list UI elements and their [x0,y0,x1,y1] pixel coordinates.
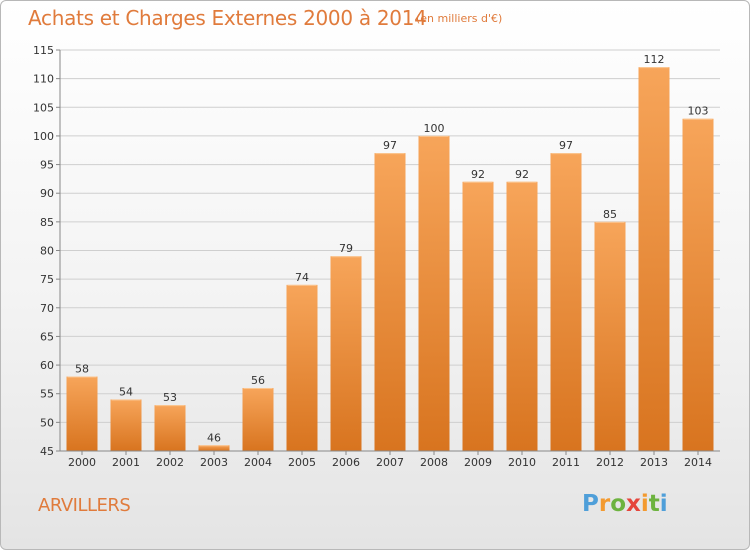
data-label: 79 [339,242,353,255]
y-tick-label: 75 [40,273,54,286]
chart-subtitle: (en milliers d'€) [416,12,503,25]
chart-title: Achats et Charges Externes 2000 à 2014 [28,6,427,30]
data-label: 85 [603,208,617,221]
logo-letter: o [610,491,627,517]
y-tick-label: 80 [40,245,54,258]
y-tick-label: 85 [40,216,54,229]
data-label: 100 [424,122,445,135]
x-tick-label: 2012 [596,456,624,469]
bar [594,221,626,451]
bar [638,67,670,451]
logo-letter: r [598,491,611,517]
y-tick-label: 60 [40,359,54,372]
bar [66,376,98,451]
x-tick-label: 2014 [684,456,712,469]
x-tick-label: 2009 [464,456,492,469]
data-label: 54 [119,385,133,398]
x-tick-label: 2000 [68,456,96,469]
logo-letter: i [640,491,649,517]
logo-letter: i [659,491,668,517]
y-tick-label: 105 [33,101,54,114]
data-label: 92 [471,168,485,181]
x-tick-label: 2001 [112,456,140,469]
bar [682,118,714,451]
x-tick-label: 2003 [200,456,228,469]
bar [550,153,582,451]
x-tick-label: 2011 [552,456,580,469]
y-tick-label: 115 [33,44,54,57]
x-tick-label: 2013 [640,456,668,469]
data-label: 58 [75,363,89,376]
y-tick-label: 65 [40,330,54,343]
bar [286,284,318,451]
data-label: 53 [163,391,177,404]
x-tick-label: 2004 [244,456,272,469]
x-tick-label: 2005 [288,456,316,469]
data-label: 97 [383,139,397,152]
logo-letter: P [582,491,599,517]
y-tick-label: 95 [40,159,54,172]
bar [462,181,494,451]
y-tick-label: 110 [33,73,54,86]
x-tick-label: 2010 [508,456,536,469]
y-tick-label: 100 [33,130,54,143]
data-label: 92 [515,168,529,181]
commune-name: ARVILLERS [38,495,131,516]
y-tick-label: 50 [40,416,54,429]
logo-letter: t [648,491,660,517]
bar [374,153,406,451]
bar [154,405,186,451]
x-tick-label: 2002 [156,456,184,469]
bar [506,181,538,451]
x-tick-label: 2008 [420,456,448,469]
y-tick-label: 45 [40,445,54,458]
bar [110,399,142,451]
x-tick-label: 2006 [332,456,360,469]
data-label: 74 [295,271,309,284]
y-tick-label: 70 [40,302,54,315]
data-label: 112 [644,53,665,66]
bar [330,256,362,451]
data-label: 103 [688,105,709,118]
x-tick-label: 2007 [376,456,404,469]
y-tick-label: 55 [40,388,54,401]
bar [242,387,274,451]
bar [198,445,230,451]
data-label: 97 [559,139,573,152]
proxiti-logo: Proxiti [582,491,668,517]
y-tick-label: 90 [40,187,54,200]
logo-letter: x [626,491,641,517]
data-label: 46 [207,431,221,444]
data-label: 56 [251,374,265,387]
bar [418,135,450,451]
